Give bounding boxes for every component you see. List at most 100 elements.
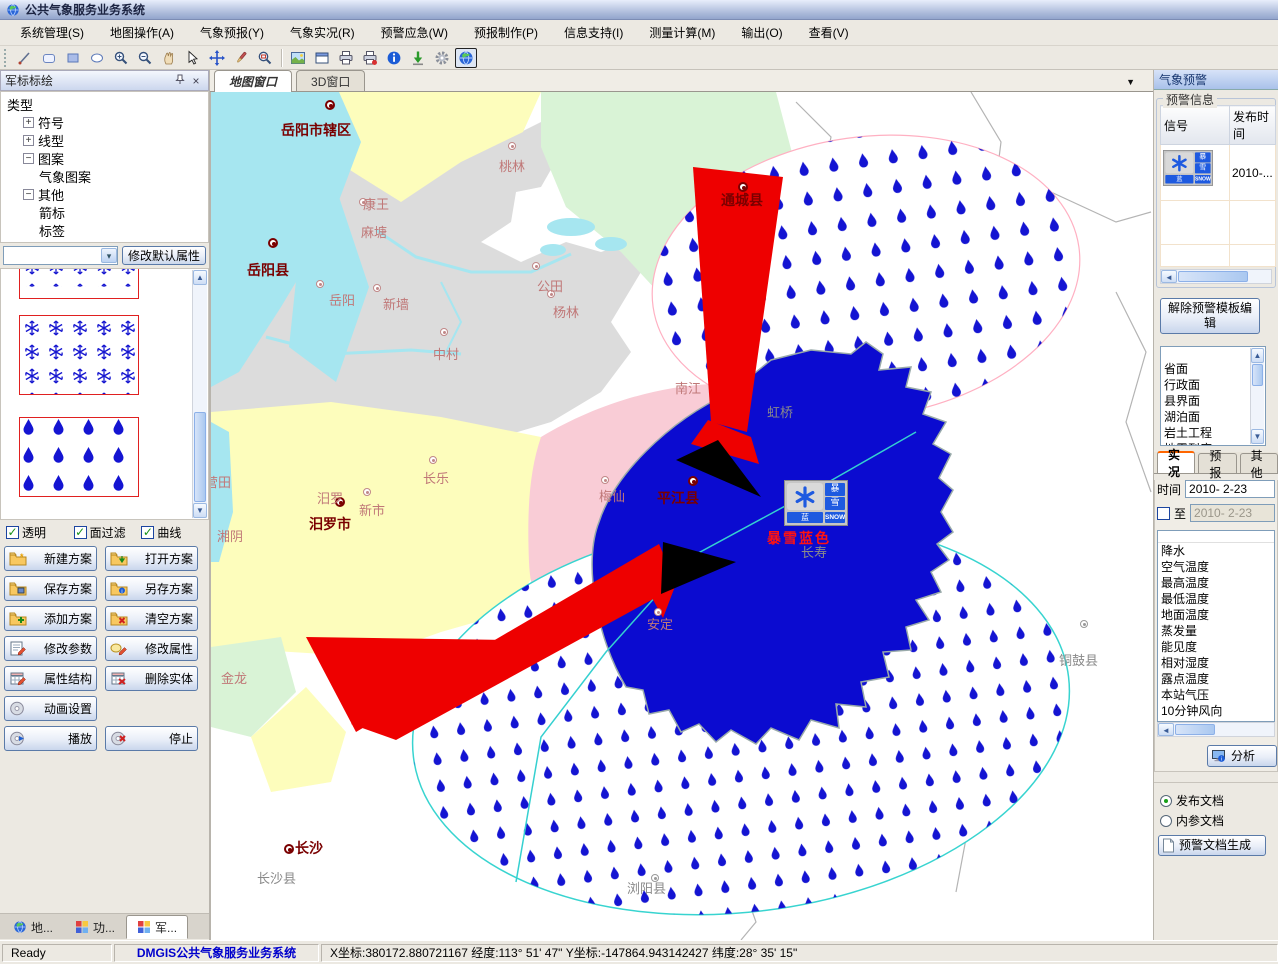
menu-item-4[interactable]: 预警应急(W) bbox=[380, 26, 448, 40]
scroll-left-icon[interactable]: ◄ bbox=[1161, 270, 1177, 283]
tree-item-类型[interactable]: 类型 bbox=[3, 95, 206, 113]
symbol-combo[interactable]: ▾ bbox=[3, 246, 118, 265]
dock-tab-1[interactable]: 功... bbox=[64, 915, 126, 939]
settings-icon[interactable] bbox=[431, 48, 453, 68]
menu-item-8[interactable]: 输出(O) bbox=[741, 26, 783, 40]
scroll-thumb[interactable] bbox=[194, 412, 206, 502]
window-icon[interactable] bbox=[311, 48, 333, 68]
col-publish-time[interactable]: 发布时间 bbox=[1229, 105, 1276, 145]
tree-toggle-icon[interactable]: + bbox=[23, 116, 34, 128]
button-新建方案[interactable]: * 新建方案 bbox=[4, 546, 97, 571]
rect-icon[interactable] bbox=[62, 48, 84, 68]
layer-item[interactable]: 省面 bbox=[1164, 362, 1189, 376]
layer-list[interactable]: 省面行政面县界面湖泊面岩土工程地震烈度 ▲ ▼ bbox=[1160, 346, 1266, 446]
button-添加方案[interactable]: 添加方案 bbox=[4, 606, 97, 631]
button-属性结构[interactable]: 属性结构 bbox=[4, 666, 97, 691]
tree-item-线型[interactable]: + 线型 bbox=[3, 131, 206, 149]
print-color-icon[interactable] bbox=[359, 48, 381, 68]
tree-toggle-icon[interactable]: + bbox=[23, 134, 34, 146]
checkbox-曲线[interactable]: ✓ 曲线 bbox=[141, 524, 182, 540]
pin-icon[interactable] bbox=[172, 74, 188, 88]
line-icon[interactable] bbox=[14, 48, 36, 68]
pan-icon[interactable] bbox=[158, 48, 180, 68]
tree-item-箭标[interactable]: 箭标 bbox=[3, 203, 206, 221]
layer-item[interactable]: 岩土工程 bbox=[1164, 426, 1213, 440]
button-修改属性[interactable]: 修改属性 bbox=[105, 636, 198, 661]
zoom-out-icon[interactable] bbox=[134, 48, 156, 68]
button-修改参数[interactable]: 修改参数 bbox=[4, 636, 97, 661]
time-field[interactable]: 2010- 2-23 bbox=[1185, 480, 1275, 498]
table-row[interactable] bbox=[1160, 200, 1276, 245]
button-动画设置[interactable]: 动画设置 bbox=[4, 696, 97, 721]
tree-item-图案[interactable]: − 图案 bbox=[3, 149, 206, 167]
dock-tab-0[interactable]: 地... bbox=[2, 915, 64, 939]
button-删除实体[interactable]: 删除实体 bbox=[105, 666, 198, 691]
analyze-button[interactable]: i 分析 bbox=[1207, 745, 1277, 767]
to-checkbox[interactable] bbox=[1157, 506, 1170, 520]
rtab-1[interactable]: 预报 bbox=[1198, 449, 1237, 480]
weather-list-hscrollbar[interactable]: ◄ bbox=[1157, 722, 1275, 737]
dock-tab-2[interactable]: 军... bbox=[126, 915, 189, 939]
weather-item[interactable]: 最低温度 bbox=[1161, 592, 1210, 606]
rtab-2[interactable]: 其他 bbox=[1239, 449, 1278, 480]
col-signal[interactable]: 信号 bbox=[1160, 105, 1230, 145]
tree-item-标签[interactable]: 标签 bbox=[3, 221, 206, 239]
menu-item-0[interactable]: 系统管理(S) bbox=[20, 26, 84, 40]
scroll-up-icon[interactable]: ▲ bbox=[193, 270, 207, 285]
swatch-scrollbar[interactable]: ▲ ▼ bbox=[192, 270, 207, 518]
checkbox-透明[interactable]: ✓ 透明 bbox=[6, 524, 47, 540]
button-保存方案[interactable]: 保存方案 bbox=[4, 576, 97, 601]
tree-item-符号[interactable]: + 符号 bbox=[3, 113, 206, 131]
button-清空方案[interactable]: 清空方案 bbox=[105, 606, 198, 631]
pattern-swatch-rain[interactable] bbox=[19, 417, 139, 497]
menu-item-9[interactable]: 查看(V) bbox=[808, 26, 849, 40]
scroll-thumb[interactable] bbox=[1178, 271, 1248, 282]
clear-warning-template-button[interactable]: 解除预警模板编辑 bbox=[1160, 298, 1260, 334]
table-row[interactable] bbox=[1160, 244, 1276, 267]
weather-item[interactable]: 地面温度 bbox=[1161, 608, 1210, 622]
weather-item[interactable]: 蒸发量 bbox=[1161, 624, 1198, 638]
tree-item-其他[interactable]: − 其他 bbox=[3, 185, 206, 203]
map-tab-0[interactable]: 地图窗口 bbox=[214, 70, 293, 92]
scroll-down-icon[interactable]: ▼ bbox=[1251, 429, 1264, 444]
layer-item[interactable]: 湖泊面 bbox=[1164, 410, 1201, 424]
to-field[interactable]: 2010- 2-23 bbox=[1190, 504, 1275, 522]
weather-item[interactable]: 能见度 bbox=[1161, 640, 1198, 654]
radio-发布文档[interactable]: 发布文档 bbox=[1160, 792, 1272, 809]
button-停止[interactable]: 停止 bbox=[105, 726, 198, 751]
download-icon[interactable] bbox=[407, 48, 429, 68]
layer-list-scrollbar[interactable]: ▲ ▼ bbox=[1250, 348, 1264, 444]
weather-item[interactable]: 10分钟风向 bbox=[1161, 704, 1223, 718]
print-icon[interactable] bbox=[335, 48, 357, 68]
move-icon[interactable] bbox=[206, 48, 228, 68]
info-icon[interactable] bbox=[383, 48, 405, 68]
checkbox-面过滤[interactable]: ✓ 面过滤 bbox=[73, 524, 126, 540]
modify-default-button[interactable]: 修改默认属性 bbox=[121, 246, 206, 265]
radio-内参文档[interactable]: 内参文档 bbox=[1160, 812, 1272, 829]
menu-item-5[interactable]: 预报制作(P) bbox=[474, 26, 538, 40]
menu-item-2[interactable]: 气象预报(Y) bbox=[200, 26, 264, 40]
rounded-rect-icon[interactable] bbox=[38, 48, 60, 68]
tab-overflow-icon[interactable]: ▼ bbox=[1126, 77, 1135, 87]
select-icon[interactable] bbox=[182, 48, 204, 68]
image-icon[interactable] bbox=[287, 48, 309, 68]
zoom-in-icon[interactable] bbox=[110, 48, 132, 68]
weather-item[interactable]: 露点温度 bbox=[1161, 672, 1210, 686]
map-tab-1[interactable]: 3D窗口 bbox=[296, 70, 366, 91]
ellipse-icon[interactable] bbox=[86, 48, 108, 68]
button-播放[interactable]: 播放 bbox=[4, 726, 97, 751]
generate-warning-doc-button[interactable]: 预警文档生成 bbox=[1158, 835, 1266, 856]
layer-item[interactable]: 行政面 bbox=[1164, 378, 1201, 392]
globe-icon[interactable] bbox=[455, 47, 477, 68]
menu-item-7[interactable]: 测量计算(M) bbox=[649, 26, 716, 40]
weather-item[interactable]: 降水 bbox=[1161, 544, 1186, 558]
rtab-0[interactable]: 实况 bbox=[1157, 448, 1196, 479]
weather-item[interactable]: 空气温度 bbox=[1161, 560, 1210, 574]
table-hscrollbar[interactable]: ◄ bbox=[1160, 269, 1272, 284]
tree-item-气象图案[interactable]: 气象图案 bbox=[3, 167, 206, 185]
menu-item-1[interactable]: 地图操作(A) bbox=[110, 26, 174, 40]
close-icon[interactable]: × bbox=[192, 73, 200, 88]
button-打开方案[interactable]: 打开方案 bbox=[105, 546, 198, 571]
